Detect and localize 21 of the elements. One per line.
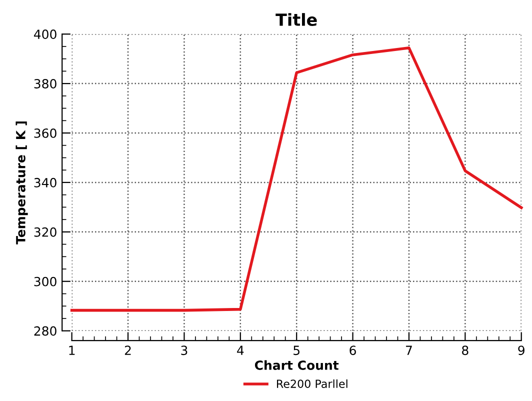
x-tick-label: 1 (69, 346, 75, 355)
line-series (70, 46, 523, 312)
x-tick-label: 4 (237, 346, 244, 355)
x-tick-label: 5 (294, 346, 300, 356)
x-axis-title: Chart Count (254, 360, 339, 370)
x-tick-label: 3 (181, 346, 188, 356)
x-tick-label: 9 (518, 346, 524, 356)
y-tick-label: 280 (34, 326, 56, 336)
y-tick-label: 320 (34, 227, 56, 237)
y-tick-label: 380 (34, 79, 56, 88)
x-tick-label: 7 (406, 346, 412, 355)
x-tick-label: 8 (462, 346, 468, 356)
y-tick-label: 340 (34, 178, 56, 188)
y-tick-label: 400 (34, 30, 56, 40)
y-tick-label: 360 (34, 128, 56, 138)
x-tick-label: 6 (350, 346, 356, 356)
y-axis-title: Temperature [ K ] (16, 121, 28, 244)
y-tick-label: 300 (34, 276, 56, 286)
chart-title: Title (276, 13, 317, 26)
x-tick-label: 2 (124, 346, 131, 355)
legend-label: Re200 Parllel (277, 379, 348, 388)
